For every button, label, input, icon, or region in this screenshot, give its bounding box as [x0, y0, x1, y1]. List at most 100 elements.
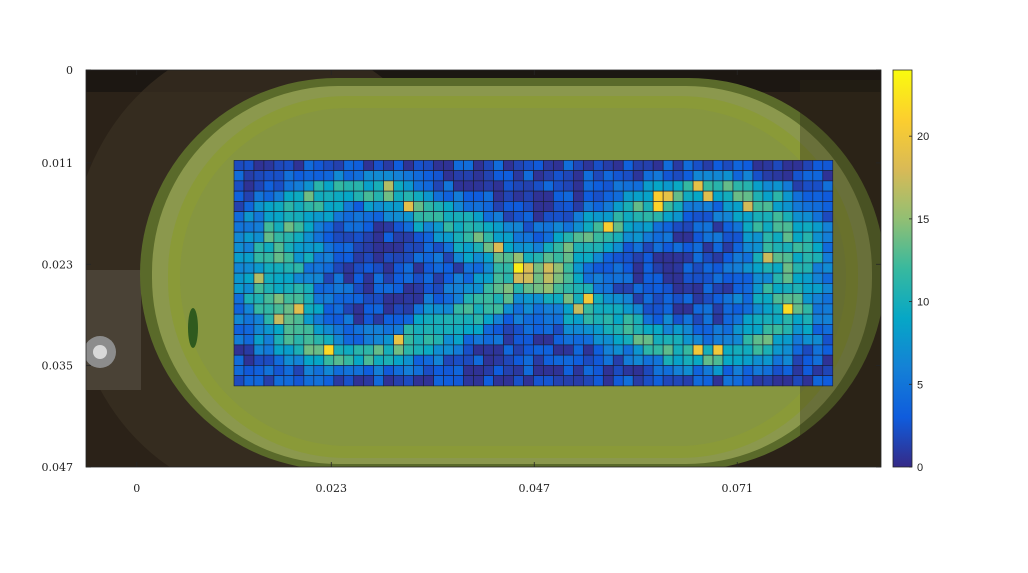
heatmap-cell	[343, 375, 355, 387]
heatmap-cell	[373, 201, 385, 212]
heatmap-cell	[582, 262, 594, 274]
heatmap-cell	[622, 262, 634, 274]
heatmap-cell	[563, 190, 574, 202]
heatmap-cell	[582, 180, 594, 192]
heatmap-cells	[233, 160, 834, 387]
heatmap-cell	[742, 283, 754, 294]
heatmap-cell	[323, 201, 335, 212]
heatmap-cell	[263, 365, 275, 376]
heatmap-cell	[582, 375, 594, 387]
heatmap-cell	[233, 365, 245, 376]
heatmap-cell	[762, 252, 774, 264]
heatmap-cell	[483, 334, 494, 346]
heatmap-cell	[363, 211, 375, 223]
heatmap-cell	[263, 313, 275, 325]
heatmap-cell	[403, 160, 414, 171]
heatmap-cell	[283, 313, 295, 325]
heatmap-cell	[772, 344, 784, 356]
heatmap-cell	[263, 201, 275, 212]
heatmap-cell	[672, 303, 684, 315]
heatmap-cell	[612, 283, 624, 294]
heatmap-cell	[682, 293, 694, 305]
heatmap-cell	[672, 170, 684, 182]
heatmap-cell	[313, 221, 325, 233]
heatmap-cell	[273, 365, 285, 376]
heatmap-cell	[622, 283, 634, 294]
heatmap-cell	[692, 242, 704, 253]
heatmap-cell	[403, 334, 414, 346]
heatmap-cell	[463, 272, 474, 284]
heatmap-cell	[563, 180, 574, 192]
heatmap-cell	[393, 354, 404, 366]
heatmap-cell	[812, 344, 824, 356]
heatmap-cell	[273, 303, 285, 315]
heatmap-cell	[503, 375, 514, 387]
heatmap-cell	[573, 170, 584, 182]
heatmap-cell	[772, 170, 784, 182]
heatmap-cell	[692, 354, 704, 366]
heatmap-cell	[692, 221, 704, 233]
heatmap-cell	[463, 211, 474, 223]
heatmap-cell	[303, 293, 315, 305]
heatmap-cell	[463, 303, 474, 315]
heatmap-cell	[702, 334, 714, 346]
heatmap-cell	[622, 313, 634, 325]
heatmap-cell	[443, 211, 454, 223]
heatmap-cell	[403, 242, 414, 253]
heatmap-cell	[233, 354, 245, 366]
heatmap-cell	[413, 344, 424, 356]
heatmap-cell	[233, 201, 245, 212]
heatmap-cell	[293, 201, 305, 212]
heatmap-cell	[672, 201, 684, 212]
heatmap-cell	[423, 293, 434, 305]
heatmap-cell	[543, 313, 554, 325]
heatmap-cell	[792, 313, 804, 325]
heatmap-cell	[772, 303, 784, 315]
heatmap-cell	[762, 365, 774, 376]
heatmap-cell	[792, 221, 804, 233]
heatmap-cell	[383, 242, 394, 253]
heatmap-cell	[702, 313, 714, 325]
heatmap-cell	[313, 354, 325, 366]
heatmap-cell	[533, 252, 544, 264]
heatmap-cell	[752, 180, 764, 192]
heatmap-cell	[752, 272, 764, 284]
heatmap-cell	[463, 160, 474, 171]
heatmap-cell	[383, 334, 394, 346]
heatmap-cell	[662, 365, 674, 376]
heatmap-cell	[692, 211, 704, 223]
heatmap-cell	[303, 262, 315, 274]
heatmap-cell	[353, 313, 365, 325]
heatmap-cell	[233, 324, 245, 335]
heatmap-cell	[802, 252, 814, 264]
heatmap-cell	[423, 170, 434, 182]
heatmap-cell	[802, 283, 814, 294]
heatmap-cell	[273, 252, 285, 264]
heatmap-cell	[602, 344, 614, 356]
heatmap-cell	[592, 221, 604, 233]
heatmap-cell	[263, 334, 275, 346]
heatmap-cell	[712, 201, 724, 212]
heatmap-cell	[403, 303, 414, 315]
heatmap-cell	[393, 334, 404, 346]
heatmap-cell	[363, 354, 375, 366]
heatmap-cell	[293, 375, 305, 387]
heatmap-cell	[463, 293, 474, 305]
heatmap-cell	[533, 354, 544, 366]
heatmap-cell	[543, 170, 554, 182]
colorbar-tick-label: 10	[917, 297, 929, 309]
heatmap-cell	[553, 272, 564, 284]
heatmap-cell	[273, 324, 285, 335]
heatmap-cell	[523, 231, 534, 243]
heatmap-cell	[463, 252, 474, 264]
heatmap-cell	[343, 231, 355, 243]
heatmap-cell	[782, 283, 794, 294]
heatmap-cell	[762, 190, 774, 202]
heatmap-cell	[802, 242, 814, 253]
heatmap-cell	[433, 313, 444, 325]
heatmap-cell	[652, 354, 664, 366]
heatmap-cell	[293, 231, 305, 243]
heatmap-cell	[393, 283, 404, 294]
heatmap-cell	[323, 344, 335, 356]
heatmap-cell	[313, 283, 325, 294]
